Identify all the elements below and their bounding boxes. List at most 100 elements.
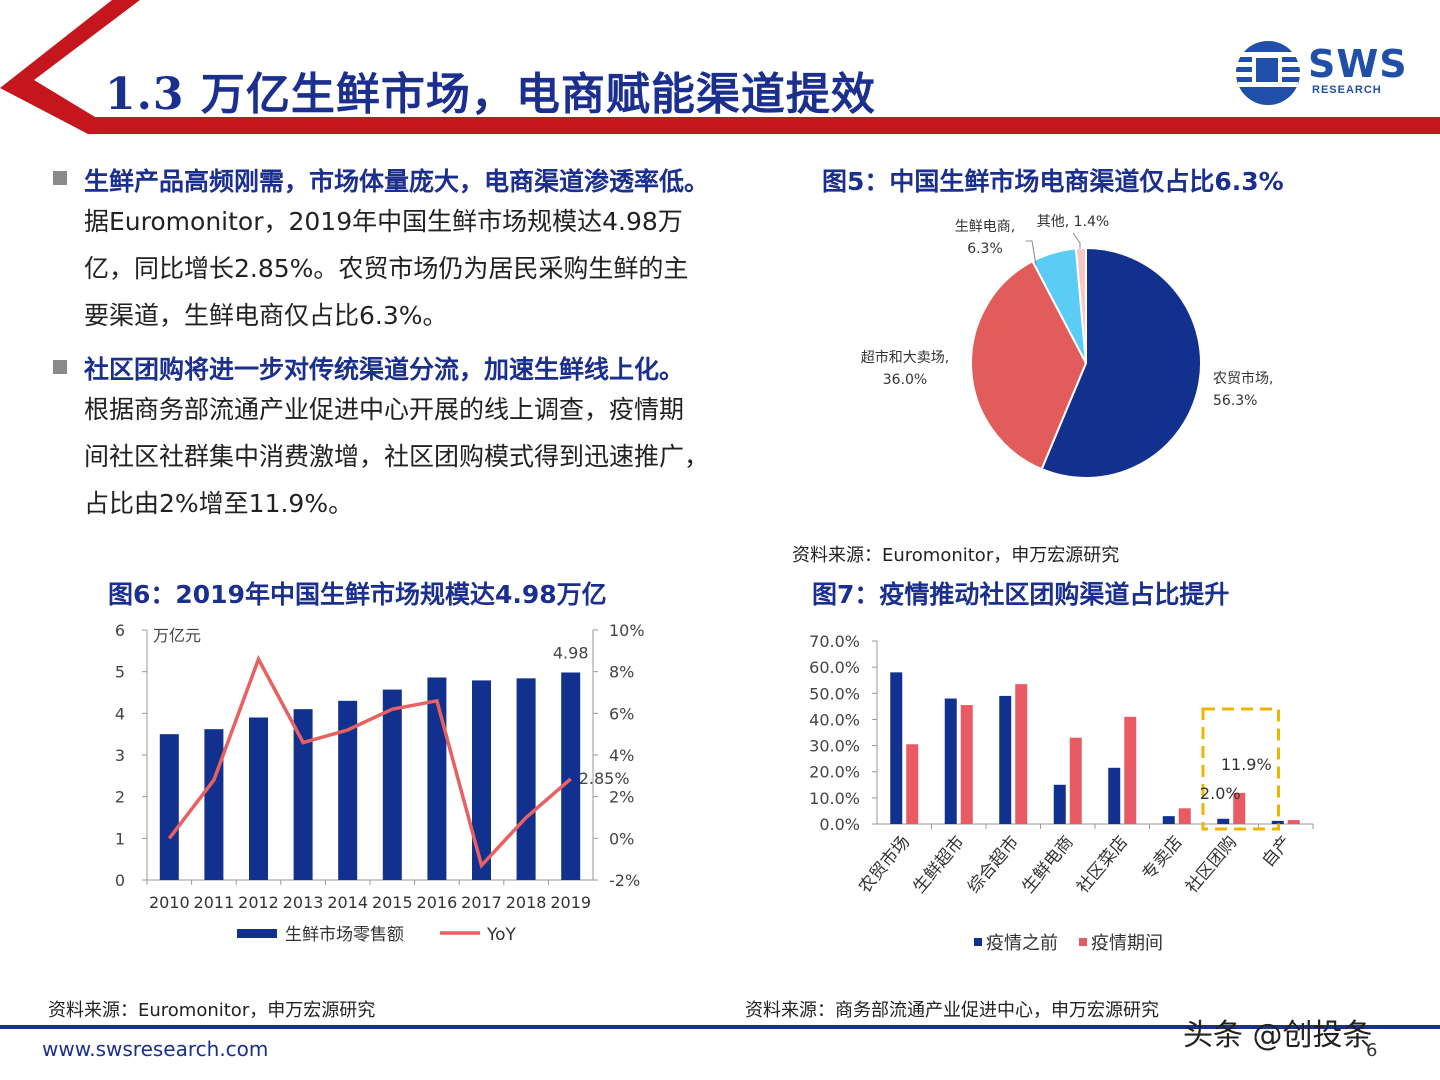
bar-before-covid xyxy=(1217,818,1230,824)
bullet-1-heading: 生鲜产品高频刚需，市场体量庞大，电商渠道渗透率低。 xyxy=(84,167,710,196)
right-tick-label: 10% xyxy=(609,621,645,640)
legend-label: 疫情之前 xyxy=(986,933,1058,954)
header-decoration xyxy=(0,0,1440,134)
bullet-2-text: 根据商务部流通产业促进中心开展的线上调查，疫情期 间社区社群集中消费激增，社区团… xyxy=(84,386,784,527)
fig7-title: 图7：疫情推动社区团购渠道占比提升 xyxy=(812,580,1230,609)
bullet-2-line: 占比由2%增至11.9%。 xyxy=(84,489,354,518)
logo-subtext: RESEARCH xyxy=(1312,84,1382,96)
bar-market-size xyxy=(472,680,491,880)
logo-text: SWS xyxy=(1308,42,1408,86)
page-number: 6 xyxy=(1366,1040,1378,1061)
pie-leader-line xyxy=(1072,232,1081,249)
bar-market-size xyxy=(204,729,224,880)
watermark: 头条 @创投条 xyxy=(1183,1018,1373,1053)
x-tick-label: 2019 xyxy=(550,893,591,912)
legend-label: YoY xyxy=(486,925,517,945)
left-tick-label: 2 xyxy=(115,788,125,807)
sws-logo: SWS RESEARCH xyxy=(1232,38,1412,108)
x-tick-label: 2015 xyxy=(372,893,413,912)
bar-market-size xyxy=(427,677,447,880)
bar-before-covid xyxy=(1053,784,1066,824)
bar-before-covid xyxy=(1162,816,1175,824)
bar-market-size xyxy=(293,709,313,880)
left-tick-label: 5 xyxy=(115,663,125,682)
bar-before-covid xyxy=(1271,820,1284,824)
pie-label: 超市和大卖场, 36.0% xyxy=(861,349,949,388)
left-tick-label: 6 xyxy=(115,621,125,640)
bar-before-covid xyxy=(890,672,903,824)
y-tick-label: 30.0% xyxy=(809,737,860,756)
legend-label: 生鲜市场零售额 xyxy=(285,925,404,945)
fig6-title: 图6：2019年中国生鲜市场规模达4.98万亿 xyxy=(108,580,607,609)
bar-during-covid xyxy=(906,744,919,824)
bullet-2-line: 间社区社群集中消费激增，社区团购模式得到迅速推广， xyxy=(84,442,710,471)
right-tick-label: 4% xyxy=(609,746,634,765)
left-tick-label: 0 xyxy=(115,871,125,890)
bar-market-size xyxy=(516,678,536,880)
x-tick-label: 专卖店 xyxy=(1138,832,1186,884)
bar-before-covid xyxy=(944,698,957,824)
x-tick-label: 生鲜电商 xyxy=(1019,832,1078,897)
right-tick-label: 0% xyxy=(609,829,634,848)
bullet-1-line: 据Euromonitor，2019年中国生鲜市场规模达4.98万 xyxy=(84,207,683,236)
pie-chart: 农贸市场, 56.3% 超市和大卖场, 36.0% 生鲜电商, 6.3% 其他, 1.4% xyxy=(861,214,1273,479)
bar-during-covid xyxy=(1015,684,1028,824)
pie-label: 生鲜电商, 6.3% xyxy=(955,219,1015,257)
bullet-1-text: 据Euromonitor，2019年中国生鲜市场规模达4.98万 亿，同比增长2… xyxy=(84,198,784,339)
right-tick-label: -2% xyxy=(609,871,640,890)
bullet-2-line: 根据商务部流通产业促进中心开展的线上调查，疫情期 xyxy=(84,395,685,424)
left-axis-unit: 万亿元 xyxy=(153,626,201,645)
bar-during-covid xyxy=(1069,737,1082,824)
bar-before-covid xyxy=(1108,767,1121,824)
fig5-title: 图5：中国生鲜市场电商渠道仅占比6.3% xyxy=(822,167,1284,196)
pie-slice xyxy=(1040,246,1202,479)
pie-leader-line xyxy=(1026,240,1037,266)
bullet-1-line: 要渠道，生鲜电商仅占比6.3%。 xyxy=(84,301,448,330)
y-tick-label: 0.0% xyxy=(819,815,860,834)
x-tick-label: 综合超市 xyxy=(964,832,1023,897)
data-label: 11.9% xyxy=(1221,755,1272,774)
legend-label: 疫情期间 xyxy=(1091,933,1163,954)
bar-during-covid xyxy=(1124,716,1137,824)
bar-market-size xyxy=(159,734,179,880)
pie-slice xyxy=(1074,246,1087,364)
bullet-2-heading: 社区团购将进一步对传统渠道分流，加速生鲜线上化。 xyxy=(84,355,685,384)
bullet-1-line: 亿，同比增长2.85%。农贸市场仍为居民采购生鲜的主 xyxy=(84,254,689,283)
bullet-marker xyxy=(53,171,67,185)
data-label: 4.98 xyxy=(553,644,589,663)
fig6-source: 资料来源：Euromonitor，申万宏源研究 xyxy=(48,1000,376,1021)
globe-icon xyxy=(1236,41,1300,105)
x-tick-label: 2013 xyxy=(283,893,324,912)
y-tick-label: 60.0% xyxy=(809,658,860,677)
y-tick-label: 20.0% xyxy=(809,763,860,782)
x-tick-label: 2012 xyxy=(238,893,279,912)
bar-during-covid xyxy=(1178,808,1191,824)
bar-during-covid xyxy=(960,705,973,824)
data-label: 2.0% xyxy=(1200,784,1241,803)
bullet-marker xyxy=(53,360,67,374)
y-tick-label: 50.0% xyxy=(809,684,860,703)
footer-url[interactable]: www.swsresearch.com xyxy=(42,1037,269,1061)
y-tick-label: 10.0% xyxy=(809,789,860,808)
y-tick-label: 70.0% xyxy=(809,632,860,651)
legend-swatch xyxy=(237,929,277,938)
footer-divider xyxy=(0,1025,1440,1029)
left-tick-label: 3 xyxy=(115,746,125,765)
x-tick-label: 社区团购 xyxy=(1182,832,1241,897)
data-label: 2.85% xyxy=(579,769,630,788)
channel-share-chart: 0.0% 10.0% 20.0% 30.0% 40.0% 50.0% 60.0% 70.0% 农… xyxy=(809,632,1314,954)
x-tick-label: 2017 xyxy=(461,893,502,912)
highlight-box xyxy=(1201,707,1280,831)
x-tick-label: 自产 xyxy=(1258,832,1295,871)
bar-market-size xyxy=(249,717,268,880)
x-tick-label: 2014 xyxy=(327,893,368,912)
y-tick-label: 40.0% xyxy=(809,710,860,729)
right-tick-label: 6% xyxy=(609,704,634,723)
pie-label: 其他, 1.4% xyxy=(1037,214,1109,230)
yoy-line xyxy=(167,654,572,869)
bar-market-size xyxy=(561,672,581,880)
pie-slice xyxy=(970,259,1088,471)
fig5-source: 资料来源：Euromonitor，申万宏源研究 xyxy=(792,545,1120,566)
x-tick-label: 2018 xyxy=(506,893,547,912)
